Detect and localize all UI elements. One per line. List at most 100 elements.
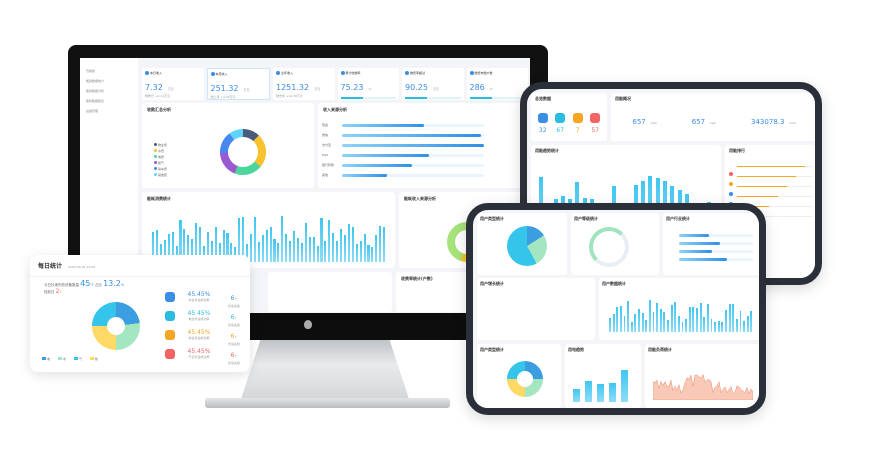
bar: [706, 303, 709, 332]
bar: [285, 233, 288, 262]
tablet-user-dashboard: 用户类型统计 用户等级统计 用户行业统计 用户增长统计 用户数据统计 用户类型统…: [466, 203, 766, 415]
kpi-unit: 万元: [433, 87, 440, 91]
kpi-icon: [469, 71, 474, 75]
success-rate-row: 45.45% 气表抄读成功率 6个 抄读失败: [165, 344, 245, 365]
unit: kwh: [789, 121, 796, 125]
donut-chart: [220, 129, 266, 175]
sidebar-item[interactable]: 能耗数据分析: [80, 86, 138, 96]
rate-value: 45.45%: [187, 348, 211, 355]
fail-count: 45: [80, 279, 91, 288]
sidebar-item-label: 能耗数据分析: [86, 89, 105, 93]
kpi-card: 本日收入 7.32 万元 较昨日 +0.12万元: [142, 68, 204, 100]
success-rate-row: 45.45% 电表抄读成功率 6个 抄读失败: [165, 306, 245, 327]
bar-row: 银行转账: [322, 163, 522, 173]
legend-label: 热: [94, 357, 98, 361]
meter-icon: [165, 348, 175, 359]
bar: [304, 223, 307, 262]
bar: [342, 124, 425, 127]
count-label: 抄读失败: [227, 304, 240, 308]
bar: [175, 245, 178, 262]
legend-label: 电: [46, 357, 50, 361]
stat-item: 67: [555, 108, 566, 134]
bar: [347, 223, 350, 262]
stat-value: 57: [591, 127, 600, 134]
bar: [351, 227, 354, 262]
panel-title: 收款汇总分析: [147, 107, 171, 112]
sidebar-item[interactable]: 能耗数据报表: [80, 96, 138, 106]
unit: 个: [234, 316, 238, 320]
kpi-icon: [405, 71, 409, 75]
bar: [202, 245, 206, 262]
bar: [226, 232, 229, 262]
bar: [674, 302, 677, 332]
bar: [679, 258, 753, 261]
bar: [253, 217, 256, 262]
bar: [746, 316, 749, 332]
bar: [363, 233, 366, 262]
bar: [238, 217, 241, 262]
panel-title: 用户类型统计: [480, 216, 504, 221]
bar: [300, 243, 303, 262]
bar: [342, 164, 412, 167]
rate-value: 45.45%: [187, 310, 211, 317]
panel-title: 用户行业统计: [666, 216, 690, 221]
sidebar-item[interactable]: 驾驶舱: [80, 66, 138, 76]
legend-label: 水: [62, 357, 66, 361]
kpi-unit: 万元: [314, 87, 321, 91]
bar: [187, 234, 190, 262]
bar: [195, 223, 198, 262]
usage-item: 657 kwh: [632, 109, 657, 128]
sidebar-item[interactable]: 能耗数据统计: [80, 76, 138, 86]
fail-count: 6: [230, 314, 235, 321]
bar: [679, 242, 753, 245]
bar: [257, 242, 260, 262]
stat-value: 67: [556, 127, 565, 134]
bar: [342, 134, 482, 137]
rate-label: 热表抄读成功率: [188, 336, 210, 340]
bar: [630, 322, 633, 332]
bar: [609, 382, 616, 402]
bar: [728, 303, 731, 332]
sidebar-item-label: 驾驶舱: [86, 69, 96, 73]
panel-title: 用能概况: [615, 96, 631, 101]
sidebar-item-label: 能耗数据统计: [86, 79, 105, 83]
usage-value: 343078.3: [751, 118, 785, 126]
meter-icon: [165, 329, 175, 340]
stat-icon: [537, 113, 548, 123]
legend-item: 热: [89, 357, 98, 361]
bar: [359, 241, 362, 262]
bar: [648, 300, 651, 332]
stat-icon: [572, 113, 583, 123]
unit: 个: [90, 283, 94, 287]
unit: %: [120, 283, 125, 287]
kpi-card: 全年收入 1251.32 万元 较去年 +14.32万元: [273, 68, 335, 100]
bar: [191, 239, 194, 262]
sidebar-item[interactable]: 设备管理: [80, 106, 138, 116]
bar: [627, 300, 630, 332]
panel-title: 收入来源分析: [323, 107, 347, 112]
kpi-card: 缴费未缴户数 286 户: [466, 68, 528, 100]
row-label: 其他: [322, 173, 329, 177]
usage-item: 343078.3 kwh: [751, 109, 796, 128]
bar: [265, 230, 268, 262]
kpi-value: 90.25: [405, 83, 428, 92]
kpi-value: 7.32: [145, 83, 163, 92]
bar: [652, 312, 655, 332]
bar: [677, 316, 680, 332]
daily-stats-card: 每日统计 2020-09-29 14:00 今日抄读失败设备数量 45个 占比 …: [30, 255, 250, 372]
success-rate-row: 45.45% 热表抄读成功率 6个 抄读失败: [165, 325, 245, 346]
legend-label: 气: [78, 357, 82, 361]
arrow-up-icon: ↑: [59, 290, 63, 294]
kpi-label: 缴费率超过: [409, 71, 425, 75]
kpi-footnote: 较去年 +14.32万元: [276, 94, 304, 98]
bar: [155, 230, 159, 262]
fail-count: 6: [230, 352, 235, 359]
bar: [703, 317, 706, 332]
kpi-value: 286: [469, 83, 485, 92]
bar: [688, 306, 691, 332]
panel-title: 用能趋势统计: [535, 148, 559, 153]
diff-label: 较前日: [44, 290, 55, 294]
bar: [167, 233, 170, 262]
bar: [710, 318, 713, 332]
bar: [246, 244, 249, 262]
